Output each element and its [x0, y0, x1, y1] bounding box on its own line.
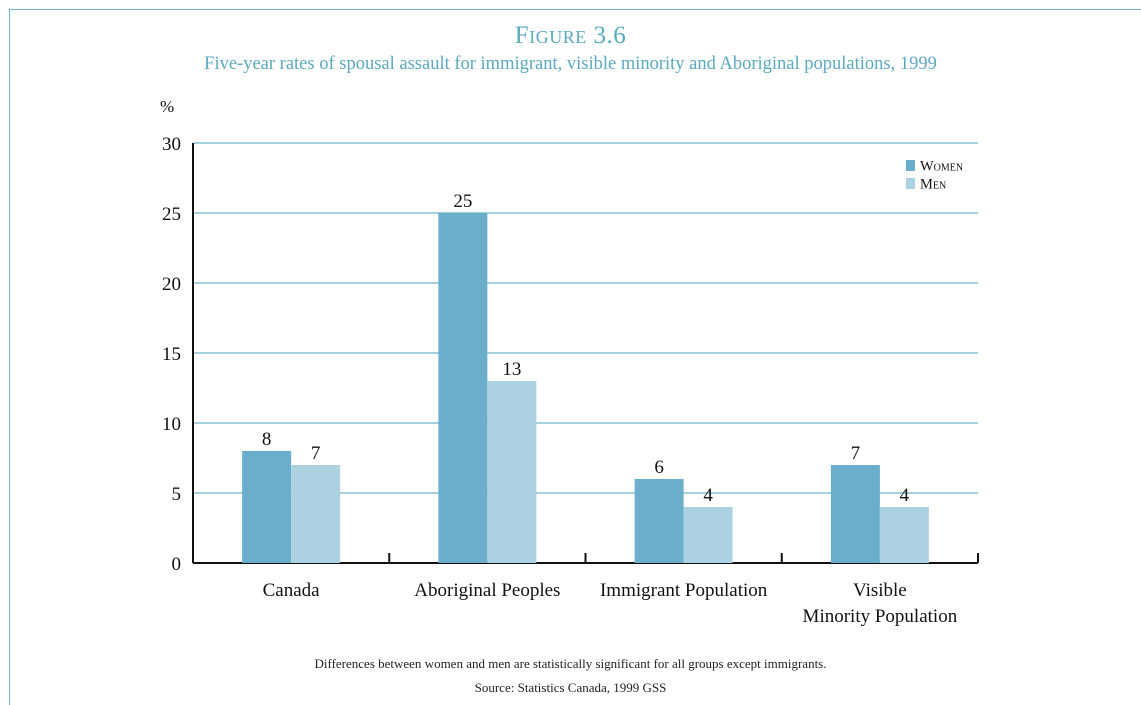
x-tick-label: Aboriginal Peoples: [414, 580, 560, 601]
y-tick-label: 15: [162, 344, 181, 365]
x-tick-label: Immigrant Population: [600, 580, 768, 601]
figure-frame: [9, 9, 1141, 705]
data-label: 6: [654, 457, 664, 478]
bar-women: [634, 479, 684, 563]
data-label: 7: [311, 443, 321, 464]
bar-chart: 0 5 10 15 20 25 30% 8 7 Canada 25 13 Aboriginal Peop…: [160, 97, 979, 627]
data-label: 4: [703, 485, 713, 506]
legend-swatch-men: [906, 178, 915, 189]
bar-men: [291, 465, 341, 563]
bar-women: [438, 213, 488, 563]
data-label: 13: [502, 359, 521, 380]
bar-men: [879, 507, 929, 563]
data-label: 8: [262, 429, 272, 450]
x-tick-label: Visible: [853, 580, 907, 601]
data-label: 25: [453, 191, 472, 212]
legend-swatch-women: [906, 160, 915, 171]
bar-women: [242, 451, 292, 563]
data-label: 7: [851, 443, 861, 464]
footnote: Differences between women and men are st…: [314, 656, 827, 671]
y-tick-label: 10: [162, 414, 181, 435]
x-tick-label: Canada: [263, 580, 321, 601]
data-label: 4: [900, 485, 910, 506]
y-tick-label: 20: [162, 274, 181, 295]
figure-label: Figure 3.6: [514, 22, 627, 49]
y-tick-label: 30: [162, 134, 181, 155]
y-axis-label: %: [160, 97, 174, 116]
bar-men: [683, 507, 733, 563]
y-tick-label: 25: [162, 204, 181, 225]
legend-label-men: Men: [920, 177, 946, 193]
chart-title: Five-year rates of spousal assault for i…: [204, 54, 937, 74]
bar-women: [830, 465, 880, 563]
y-tick-label: 0: [172, 554, 182, 575]
y-tick-label: 5: [172, 484, 182, 505]
bar-men: [487, 381, 537, 563]
legend-label-women: Women: [920, 159, 963, 175]
x-tick-label: Minority Population: [803, 606, 958, 627]
source-note: Source: Statistics Canada, 1999 GSS: [474, 680, 667, 695]
